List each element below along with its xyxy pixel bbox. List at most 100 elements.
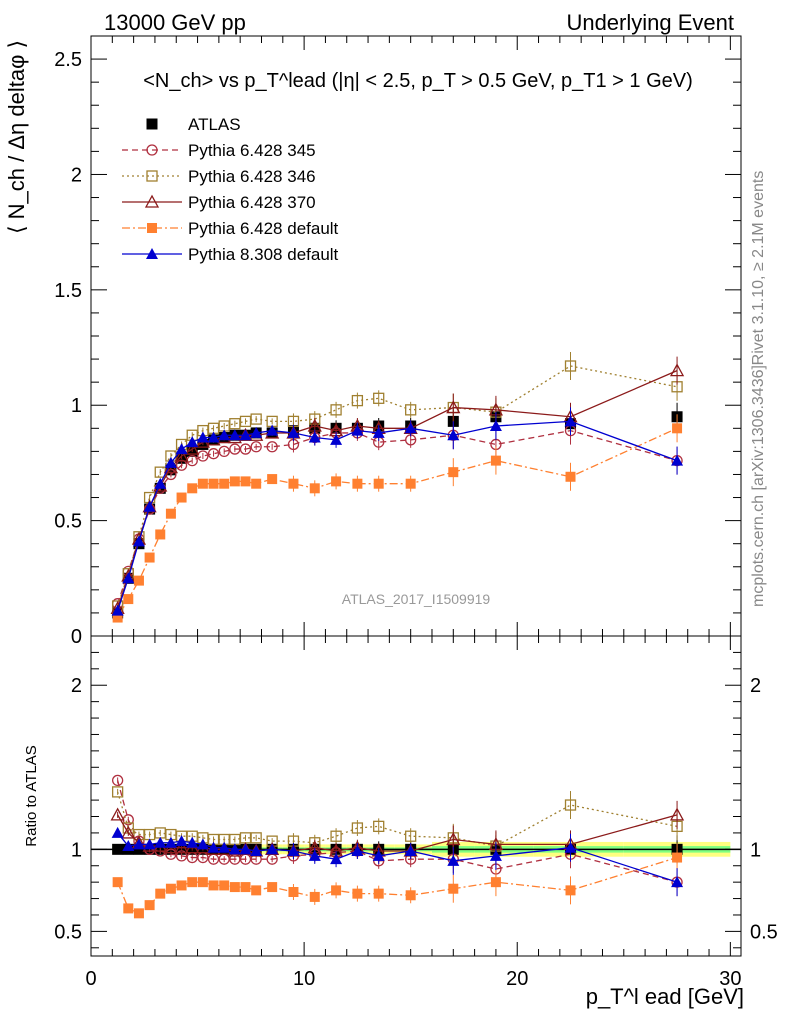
series-line	[117, 370, 678, 609]
side-label-mcplots: mcplots.cern.ch [arXiv:1306.3436]	[750, 365, 767, 607]
data-point	[330, 830, 342, 842]
data-point	[672, 423, 683, 434]
data-point	[229, 476, 240, 487]
data-point	[564, 799, 577, 811]
data-point	[207, 431, 220, 443]
data-point	[112, 612, 123, 623]
data-point	[112, 843, 124, 855]
data-point	[239, 443, 252, 455]
data-point	[448, 467, 459, 478]
data-point	[352, 888, 363, 899]
data-point	[164, 456, 177, 468]
legend-item: Pythia 6.428 370	[122, 193, 316, 212]
legend-item: ATLAS	[146, 115, 241, 134]
data-point	[185, 441, 200, 455]
data-point	[250, 832, 262, 844]
data-point	[228, 843, 241, 855]
data-point	[207, 841, 220, 853]
data-point	[111, 786, 124, 798]
data-point	[287, 426, 300, 438]
data-point	[250, 844, 263, 856]
data-point	[112, 877, 123, 888]
y-tick-label: 1.5	[54, 280, 82, 302]
data-point	[669, 363, 685, 377]
y-tick-label: 0.5	[54, 511, 82, 533]
data-point	[448, 883, 459, 894]
data-point	[175, 850, 188, 862]
x-tick-label: 20	[506, 968, 528, 990]
data-point	[373, 888, 384, 899]
x-axis: 0 10 20 30	[85, 36, 741, 990]
data-point	[266, 424, 279, 436]
data-point	[250, 413, 262, 425]
ratio-y-axis-label: Ratio to ATLAS	[23, 745, 40, 846]
data-point	[146, 248, 158, 259]
data-point	[330, 404, 342, 416]
series-line	[117, 427, 678, 618]
data-point	[208, 478, 219, 489]
data-point	[218, 841, 231, 853]
ratio-y-tick-label-right: 0.5	[750, 921, 778, 943]
data-point	[447, 854, 460, 866]
data-point	[111, 604, 124, 616]
data-point	[111, 774, 124, 787]
plot-title-text: <N_ch> vs p_T^lead (|η| < 2.5, p_T > 0.5…	[143, 70, 693, 92]
data-point	[229, 418, 241, 430]
data-point	[373, 478, 384, 489]
data-point	[267, 882, 278, 893]
series-pythia-8-308-default	[111, 407, 684, 616]
ratio-y-tick-label-right: 1	[750, 839, 761, 861]
data-point	[490, 455, 501, 466]
data-point	[669, 807, 685, 821]
ratio-y-tick-label: 1	[71, 839, 82, 861]
data-point	[133, 908, 144, 919]
data-point	[372, 849, 385, 861]
data-point	[174, 448, 189, 462]
data-point	[176, 880, 187, 891]
data-point	[404, 422, 417, 434]
ratio-panel-frame	[90, 635, 742, 957]
data-point	[405, 404, 417, 416]
legend-item: Pythia 6.428 346	[122, 167, 316, 186]
data-point	[373, 820, 385, 833]
data-point	[266, 441, 278, 453]
data-point	[208, 880, 219, 891]
ratio-series-layer	[110, 774, 685, 919]
data-point	[251, 885, 262, 896]
legend-label: Pythia 6.428 default	[188, 219, 339, 238]
data-point	[266, 843, 279, 855]
data-point	[146, 170, 158, 182]
data-point	[564, 415, 577, 427]
data-point	[229, 882, 240, 893]
x-tick-label: 0	[85, 968, 96, 990]
data-point	[196, 838, 209, 850]
data-point	[250, 441, 262, 453]
data-point	[146, 118, 158, 130]
data-point	[489, 849, 502, 861]
data-point	[110, 807, 125, 821]
data-point	[564, 841, 577, 853]
data-point	[122, 572, 135, 584]
data-point	[240, 476, 251, 487]
data-point	[447, 429, 460, 441]
data-point	[373, 392, 385, 404]
data-point	[144, 194, 160, 208]
data-point	[155, 529, 166, 540]
data-point	[229, 443, 241, 455]
data-point	[490, 877, 501, 888]
data-point	[197, 877, 208, 888]
data-point	[240, 882, 251, 893]
data-point	[671, 876, 684, 888]
data-point	[331, 885, 342, 896]
data-point	[146, 144, 158, 156]
x-axis-label: p_T^l ead [GeV]	[586, 984, 744, 1009]
data-point	[309, 483, 320, 494]
y-tick-label: 2	[71, 164, 82, 186]
data-point	[351, 822, 364, 834]
data-point	[330, 853, 343, 865]
data-point	[287, 844, 300, 856]
legend-label: Pythia 6.428 370	[188, 193, 316, 212]
data-point	[671, 454, 684, 466]
data-point	[197, 450, 209, 462]
